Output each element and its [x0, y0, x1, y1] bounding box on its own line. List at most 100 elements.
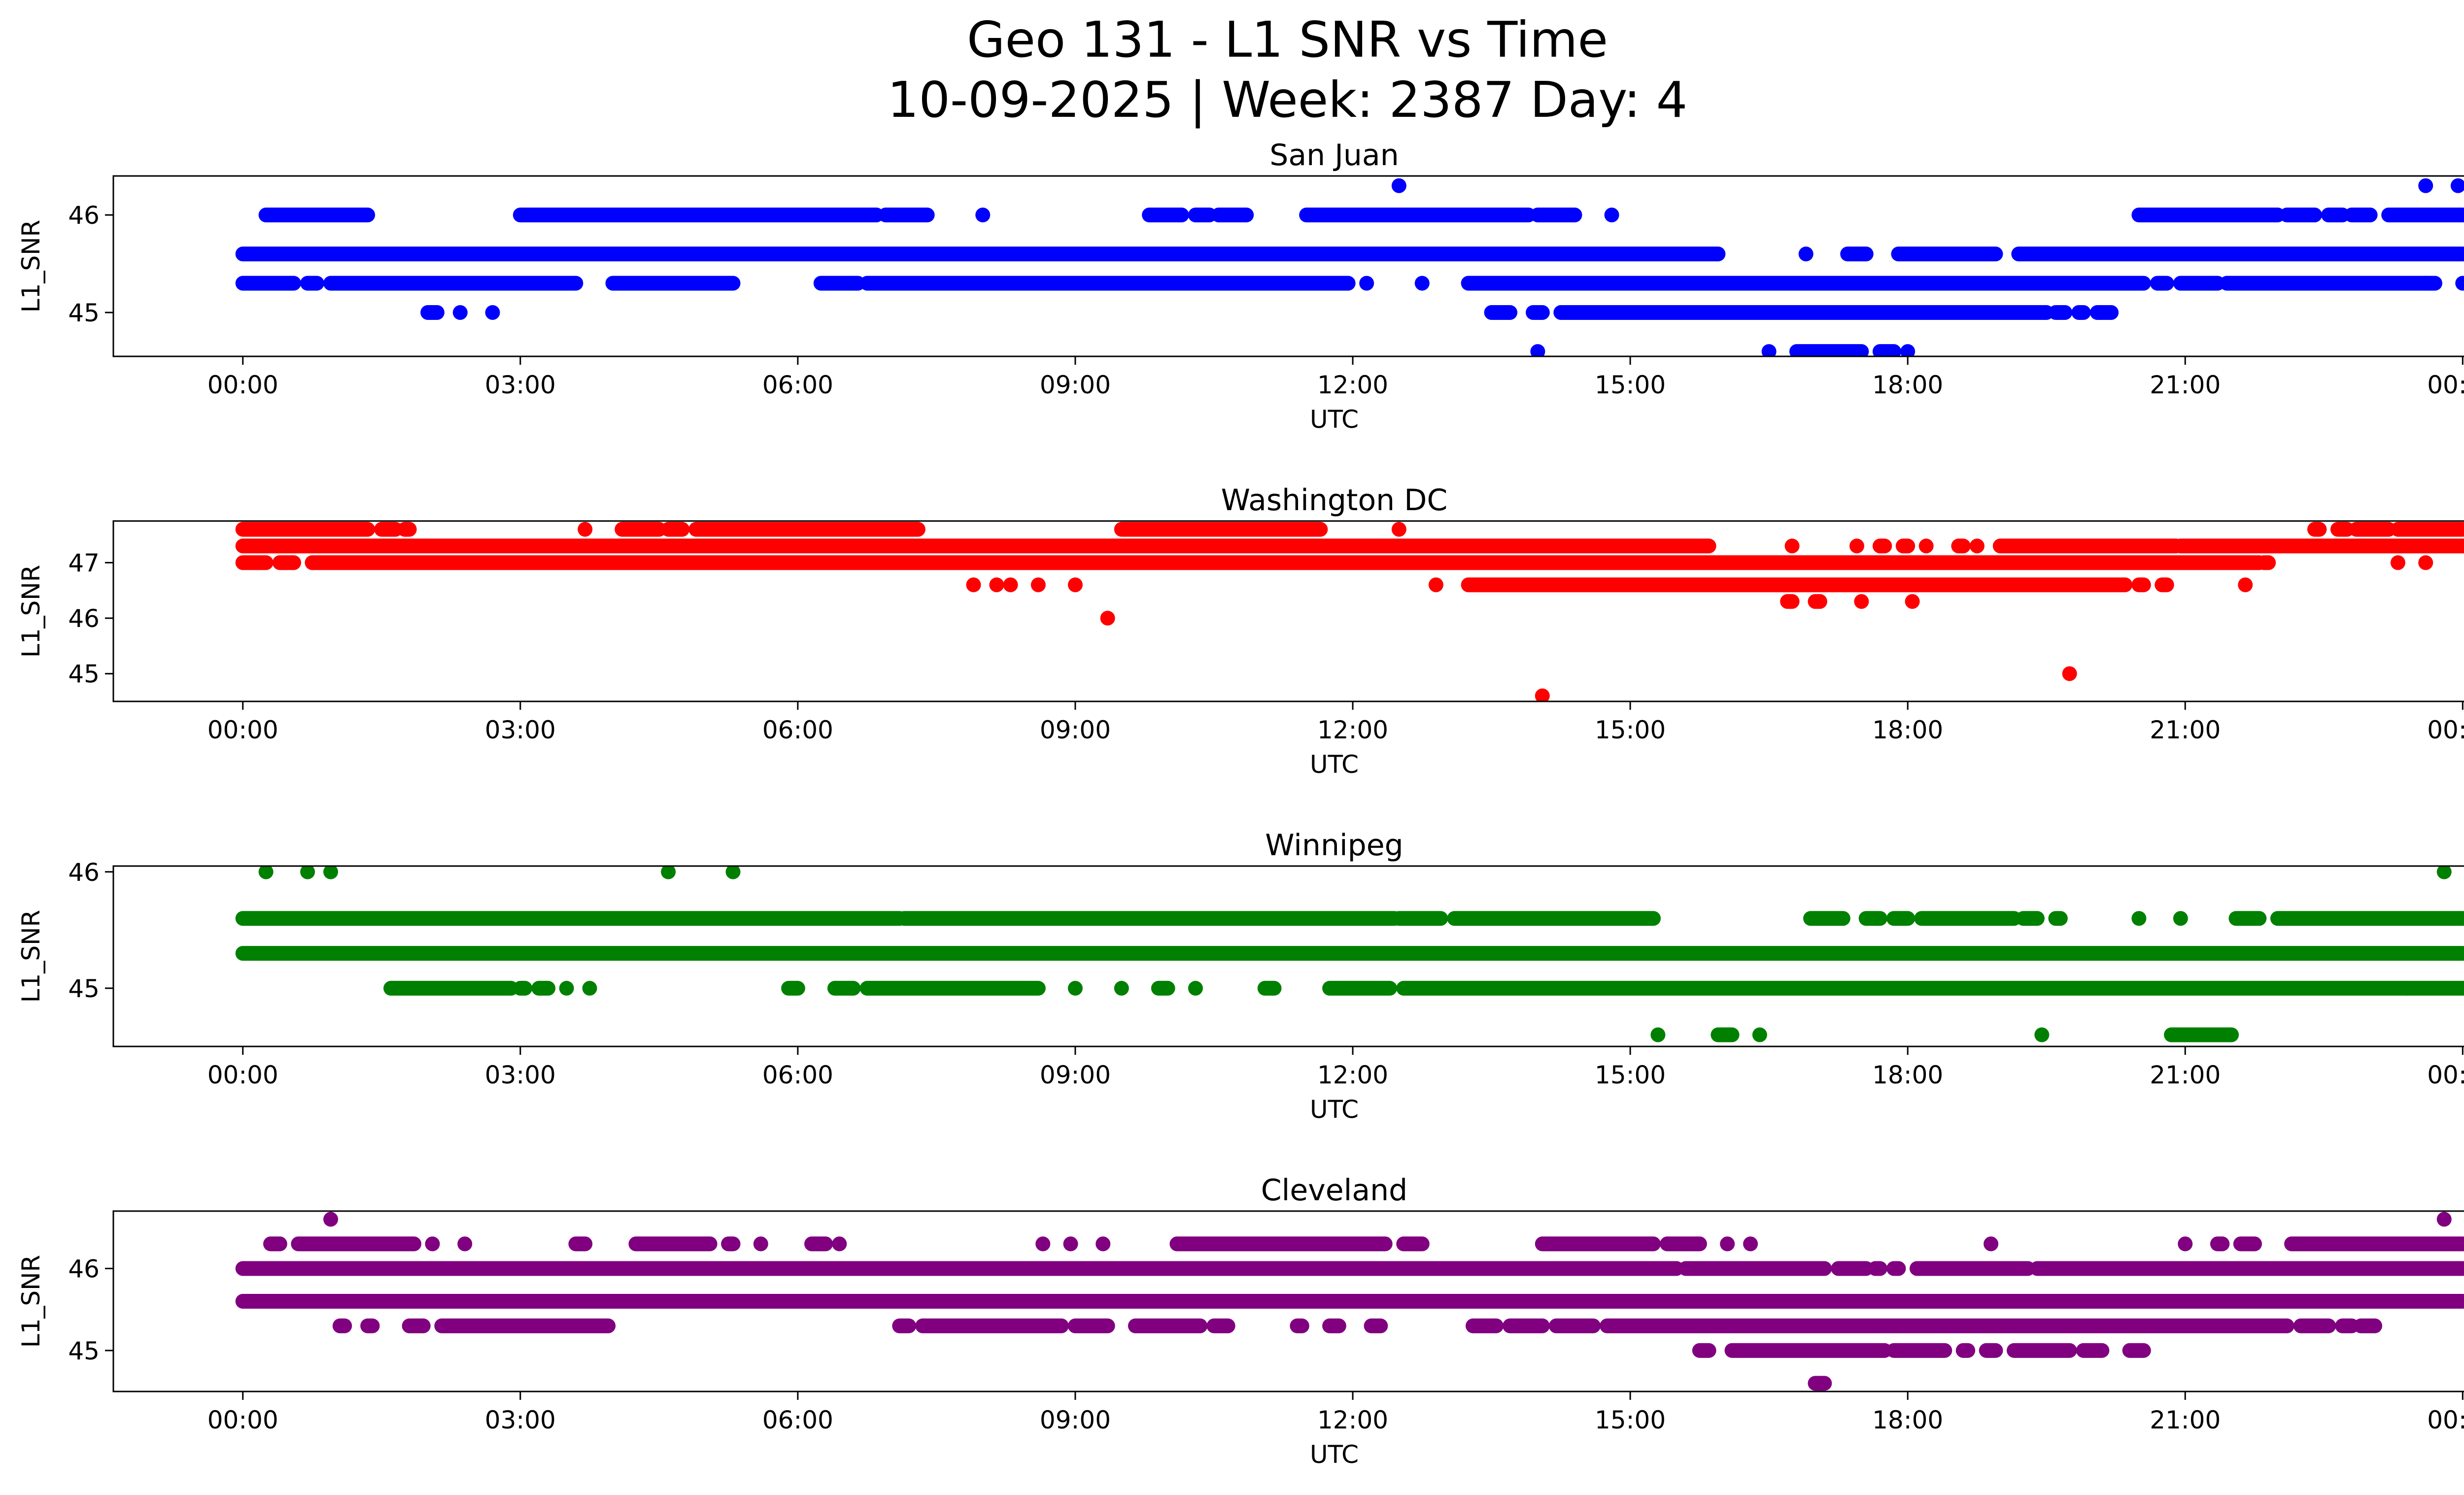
data-run [2321, 208, 2350, 223]
data-run [1530, 344, 1545, 356]
data-run [1724, 1343, 1892, 1358]
data-run [323, 276, 583, 291]
data-run [2173, 538, 2464, 554]
data-run [2330, 522, 2355, 537]
x-tick-label: 18:00 [1872, 1061, 1943, 1089]
data-run [2344, 208, 2378, 223]
axes-frame [112, 1210, 2464, 1392]
x-tick-label: 00:00 [207, 1061, 278, 1089]
data-run [1900, 344, 1916, 356]
x-tick-label: 12:00 [1317, 1061, 1388, 1089]
axes-frame [112, 175, 2464, 357]
data-run [1095, 1236, 1111, 1252]
data-run [2307, 522, 2327, 537]
data-run [1391, 911, 1448, 926]
data-point [2399, 980, 2415, 996]
data-run [1854, 594, 1869, 609]
data-run [2293, 1318, 2336, 1333]
data-point [2238, 577, 2253, 592]
data-point [1030, 577, 1046, 592]
subplot-title: San Juan [1269, 138, 1399, 173]
data-point [323, 1212, 339, 1227]
data-run [1257, 980, 1282, 996]
x-tick-label: 09:00 [1040, 1406, 1111, 1434]
data-run [1063, 1236, 1078, 1252]
x-tick-label: 12:00 [1317, 371, 1388, 399]
data-run [2150, 276, 2174, 291]
data-run [859, 980, 1046, 996]
x-tick-label: 21:00 [2150, 1061, 2221, 1089]
data-run [272, 555, 301, 570]
y-tick-label: 47 [68, 549, 100, 577]
data-run [1895, 538, 1916, 554]
data-run [1951, 538, 1971, 554]
subplot-winnipeg: 00:00 03:00 06:00 09:00 12:00 15:00 18:00 21:00… [17, 828, 2464, 1124]
data-run [531, 980, 556, 996]
data-run [2155, 577, 2174, 592]
data-point [1604, 208, 1619, 223]
data-run [2335, 1318, 2360, 1333]
data-run [2390, 555, 2405, 570]
data-run [1831, 1261, 1874, 1276]
data-run [1067, 1318, 1115, 1333]
subplot-cleveland: 00:00 03:00 06:00 09:00 12:00 15:00 18:00 21:00… [17, 1173, 2464, 1469]
data-run [1188, 980, 1203, 996]
data-run [1969, 538, 1985, 554]
data-point [2436, 1212, 2452, 1227]
data-run [1979, 1343, 2003, 1358]
x-tick-label: 00:00 [2427, 716, 2464, 744]
data-run [1914, 911, 2022, 926]
data-run [615, 522, 667, 537]
x-tick-label: 03:00 [485, 1406, 556, 1434]
x-tick-label: 00:00 [207, 1406, 278, 1434]
x-tick-label: 15:00 [1595, 1406, 1666, 1434]
data-run [485, 305, 500, 320]
data-run [753, 1236, 768, 1252]
data-run [434, 1318, 616, 1333]
data-run [374, 522, 403, 537]
x-tick-label: 00:00 [2427, 371, 2464, 399]
data-run [402, 1318, 431, 1333]
data-run [235, 276, 301, 291]
data-run [688, 522, 925, 537]
data-run [425, 1236, 440, 1252]
data-point [2436, 866, 2452, 879]
data-run [1992, 538, 2184, 554]
data-run [878, 208, 935, 223]
axes-frame [112, 865, 2464, 1047]
figure-title: Geo 131 - L1 SNR vs Time 10-09-2025 | We… [0, 10, 2464, 130]
data-run [1299, 208, 1536, 223]
data-point [1003, 577, 1018, 592]
data-run [291, 1236, 421, 1252]
data-run [1678, 1261, 1832, 1276]
data-run [1600, 1318, 2294, 1333]
data-run [2349, 522, 2396, 537]
data-run [1868, 1261, 1887, 1276]
x-axis-label: UTC [1310, 1095, 1359, 1124]
subplot-san-juan: 00:00 03:00 06:00 09:00 12:00 15:00 18:00 21:00… [17, 138, 2464, 434]
data-run [1035, 1236, 1051, 1252]
x-tick-label: 21:00 [2150, 716, 2221, 744]
data-point [2418, 276, 2433, 291]
data-run [2173, 276, 2225, 291]
data-run [383, 980, 519, 996]
data-run [2011, 246, 2464, 262]
data-run [1909, 1261, 2036, 1276]
x-tick-label: 09:00 [1040, 716, 1111, 744]
x-axis-label: UTC [1310, 405, 1359, 434]
data-run [1650, 1027, 1666, 1043]
data-run [1761, 344, 1777, 356]
data-run [2455, 276, 2464, 291]
data-run [1872, 538, 1892, 554]
x-tick-label: 12:00 [1317, 716, 1388, 744]
data-run [1503, 1318, 1550, 1333]
data-run [892, 1318, 917, 1333]
data-point [1391, 522, 1406, 537]
data-run [2390, 522, 2464, 537]
data-run [1128, 1318, 1208, 1333]
data-run [1891, 246, 2003, 262]
data-point [1391, 178, 1406, 193]
data-run [1206, 1318, 1235, 1333]
y-tick-label: 46 [68, 858, 100, 887]
